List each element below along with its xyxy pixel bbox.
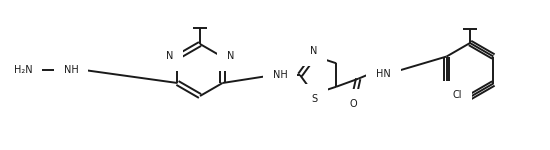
- Text: NH: NH: [273, 70, 287, 80]
- Text: HN: HN: [376, 69, 391, 79]
- Text: S: S: [312, 94, 318, 104]
- Text: NH: NH: [64, 65, 78, 75]
- Text: Cl: Cl: [453, 90, 462, 101]
- Text: N: N: [227, 51, 234, 61]
- Text: N: N: [166, 51, 173, 61]
- Text: H₂N: H₂N: [14, 65, 32, 75]
- Text: O: O: [349, 99, 357, 109]
- Text: N: N: [310, 46, 317, 56]
